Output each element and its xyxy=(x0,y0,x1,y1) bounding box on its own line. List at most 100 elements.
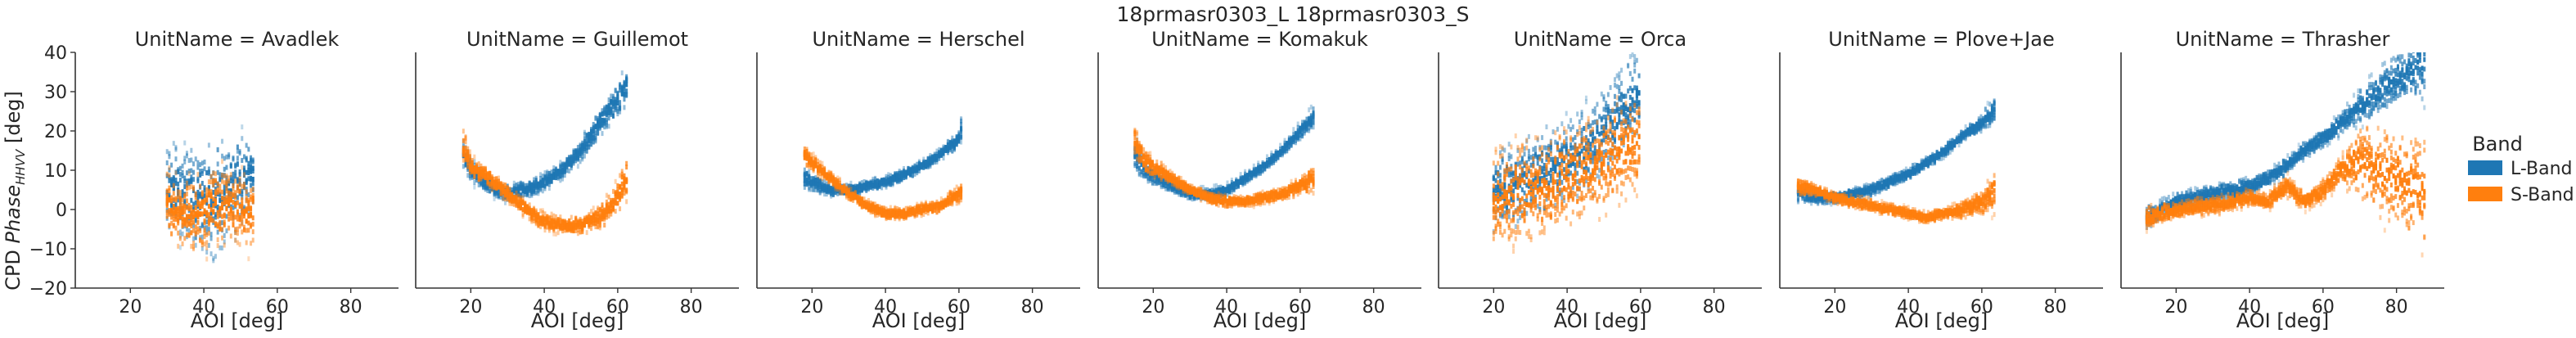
data-cell xyxy=(929,158,932,164)
data-cell xyxy=(860,203,863,209)
data-cell xyxy=(183,155,187,161)
data-cell xyxy=(537,214,540,219)
data-cell xyxy=(530,215,534,221)
data-cell xyxy=(477,161,480,167)
data-cell xyxy=(519,181,522,187)
facet-plot-area xyxy=(165,124,254,264)
data-cell xyxy=(1230,189,1233,195)
data-cell xyxy=(1146,168,1150,174)
data-cell xyxy=(192,209,196,214)
data-cell xyxy=(911,173,914,178)
data-cell xyxy=(236,144,239,150)
data-cell xyxy=(830,171,833,177)
data-cell xyxy=(583,221,586,227)
data-cell xyxy=(238,204,241,210)
data-cell xyxy=(913,166,916,172)
data-cell xyxy=(227,216,231,222)
data-cell xyxy=(241,211,244,217)
y-tick-label: 10 xyxy=(44,161,67,182)
data-cell xyxy=(831,174,835,180)
data-cell xyxy=(221,205,224,211)
data-cell xyxy=(221,159,224,164)
data-cell xyxy=(1144,151,1147,156)
data-cell xyxy=(218,225,222,231)
data-cell xyxy=(597,118,600,124)
data-cell xyxy=(519,197,522,203)
data-cell xyxy=(853,185,857,191)
data-cell xyxy=(552,165,556,171)
data-cell xyxy=(808,156,811,162)
data-cell xyxy=(858,188,862,194)
data-cell xyxy=(519,200,522,205)
data-cell xyxy=(480,163,483,169)
data-cell xyxy=(185,214,188,219)
data-cell xyxy=(462,137,465,143)
data-cell xyxy=(174,156,178,162)
data-cell xyxy=(895,172,898,178)
data-cell xyxy=(931,207,934,213)
data-cell xyxy=(594,115,597,120)
data-cell xyxy=(225,214,228,219)
data-cell xyxy=(605,192,608,198)
data-cell xyxy=(583,132,586,137)
data-cell xyxy=(212,255,215,261)
data-cell xyxy=(592,128,595,134)
data-cell xyxy=(598,208,601,214)
data-cell xyxy=(836,175,840,181)
data-cell xyxy=(196,226,200,232)
data-cell xyxy=(611,201,615,207)
data-cell xyxy=(486,178,489,184)
data-cell xyxy=(574,216,578,222)
data-cell xyxy=(515,190,518,196)
data-cell xyxy=(199,169,202,174)
data-cell xyxy=(916,170,919,176)
data-cell xyxy=(920,213,923,219)
data-cell xyxy=(607,201,610,207)
data-cell xyxy=(831,192,835,197)
data-cell xyxy=(521,207,525,213)
data-cell xyxy=(1201,192,1205,198)
data-cell xyxy=(900,169,903,175)
data-cell xyxy=(825,181,828,187)
data-cell xyxy=(546,169,549,175)
data-cell xyxy=(590,141,593,146)
data-cell xyxy=(1272,155,1276,160)
data-cell xyxy=(803,146,806,152)
data-cell xyxy=(858,201,862,206)
data-cell xyxy=(519,185,522,191)
data-cell xyxy=(607,205,610,210)
data-cell xyxy=(216,243,219,249)
data-cell xyxy=(190,184,193,190)
data-cell xyxy=(1206,192,1209,197)
data-cell xyxy=(238,172,241,178)
data-cell xyxy=(812,181,815,187)
data-cell xyxy=(251,159,254,164)
data-cell xyxy=(1309,118,1313,124)
data-cell xyxy=(878,178,881,184)
data-cell xyxy=(502,196,505,201)
data-cell xyxy=(1210,187,1214,193)
y-tick-label: −20 xyxy=(29,279,67,300)
data-cell xyxy=(623,86,626,92)
data-cell xyxy=(825,192,828,197)
data-cell xyxy=(183,236,187,241)
data-cell xyxy=(541,220,544,226)
data-cell xyxy=(1136,147,1139,153)
data-cell xyxy=(1166,185,1169,191)
data-cell xyxy=(1169,183,1172,188)
data-cell xyxy=(192,236,196,241)
data-cell xyxy=(515,203,518,209)
data-cell xyxy=(223,189,226,195)
data-cell xyxy=(911,173,914,178)
data-cell xyxy=(581,154,584,160)
data-cell xyxy=(922,156,925,162)
data-cell xyxy=(860,187,863,193)
data-cell xyxy=(1136,153,1139,159)
series-l-band xyxy=(1133,104,1315,202)
data-cell xyxy=(803,181,806,187)
data-cell xyxy=(205,219,209,225)
data-cell xyxy=(181,163,184,169)
data-cell xyxy=(192,201,196,207)
data-cell xyxy=(185,191,188,196)
